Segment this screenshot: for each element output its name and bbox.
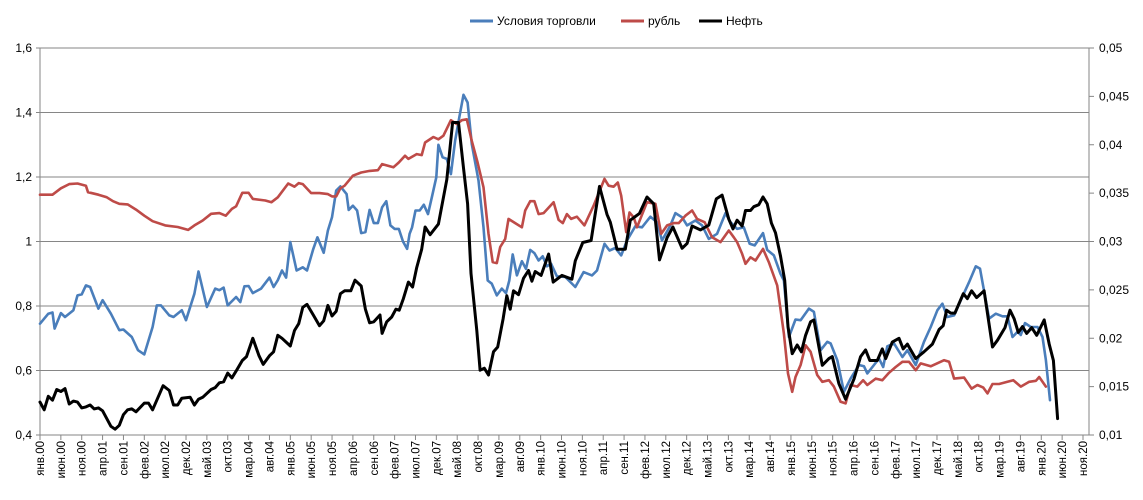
gridlines <box>40 47 1089 371</box>
x-axis-label: июн.10 <box>557 441 569 478</box>
x-axis-label: сен.06 <box>369 441 381 475</box>
right-axis-label: 0,035 <box>1099 186 1129 200</box>
x-axis-label: авг.09 <box>515 441 527 472</box>
x-axis-label: янв.05 <box>285 441 297 476</box>
x-axis-label: май.18 <box>953 441 965 478</box>
x-axis-label: окт.13 <box>723 441 735 473</box>
x-axis-label: июл.07 <box>410 441 422 479</box>
x-axis-label: ноя.15 <box>828 441 840 476</box>
left-axis-label: 0,8 <box>15 299 32 313</box>
x-axis-label: мар.19 <box>995 441 1007 478</box>
x-axis-label: июн.05 <box>306 441 318 478</box>
right-axis-label: 0,045 <box>1099 89 1129 103</box>
x-axis-label: мар.09 <box>494 441 506 478</box>
x-axis-label: сен.16 <box>869 441 881 475</box>
right-axis-label: 0,01 <box>1099 428 1123 442</box>
x-axis-label: апр.11 <box>598 441 610 475</box>
right-axis-label: 0,05 <box>1099 41 1123 55</box>
right-axis-label: 0,02 <box>1099 331 1123 345</box>
legend-label: Условия торговли <box>497 14 596 28</box>
right-axis-label: 0,03 <box>1099 235 1123 249</box>
x-axis-label: ноя.10 <box>577 441 589 476</box>
x-axis-label: дек.12 <box>682 441 694 475</box>
left-axis-label: 1,6 <box>15 41 32 55</box>
series-line-2 <box>38 121 1060 431</box>
x-axis-label: янв.20 <box>1036 441 1048 476</box>
x-axis-label: май.03 <box>202 441 214 478</box>
x-axis-label: мар.14 <box>744 440 756 477</box>
left-axis-label: 1,4 <box>15 106 32 120</box>
x-axis-label: окт.08 <box>473 441 485 473</box>
x-axis-label: дек.07 <box>431 441 443 475</box>
right-axis-label: 0,025 <box>1099 283 1129 297</box>
x-axis-label: июл.02 <box>160 441 172 479</box>
x-axis-label: май.13 <box>703 441 715 478</box>
x-axis-label: янв.10 <box>536 441 548 476</box>
x-axis-label: ноя.05 <box>327 441 339 476</box>
x-axis-label: авг.19 <box>1015 441 1027 472</box>
x-axis-label: сен.01 <box>118 441 130 475</box>
x-axis-label: янв.15 <box>786 441 798 476</box>
left-axis-label: 1,2 <box>15 170 32 184</box>
x-axis-label: ноя.00 <box>77 441 89 476</box>
x-axis-label: июл.17 <box>911 441 923 479</box>
x-axis-label: июн.15 <box>807 441 819 478</box>
right-axis-label: 0,015 <box>1099 380 1129 394</box>
x-axis-label: окт.03 <box>223 441 235 473</box>
series-lines <box>38 93 1060 431</box>
x-axis-label: авг.04 <box>264 440 276 472</box>
x-axis-label: фев.12 <box>640 441 652 479</box>
series-line-1 <box>38 118 1048 405</box>
x-axis-label: авг.14 <box>765 440 777 472</box>
x-axis-label: дек.02 <box>181 441 193 475</box>
x-axis-label: фев.07 <box>390 441 402 479</box>
x-axis-label: июл.12 <box>661 441 673 479</box>
legend-label: рубль <box>648 14 680 28</box>
x-axis-label: июн.20 <box>1057 441 1069 478</box>
x-axis-label: апр.06 <box>348 441 360 476</box>
x-axis-label: фев.17 <box>890 441 902 479</box>
left-axis-label: 1 <box>25 235 32 249</box>
x-axis-label: дек.17 <box>932 441 944 475</box>
legend-label: Нефть <box>726 14 763 28</box>
x-axis-label: июн.00 <box>56 441 68 478</box>
x-axis-label: окт.18 <box>974 441 986 473</box>
x-axis-label: апр.16 <box>849 441 861 476</box>
left-axis-label: 0,6 <box>15 364 32 378</box>
left-axis-label: 0,4 <box>15 428 32 442</box>
x-axis-label: мар.04 <box>244 440 256 477</box>
series-line-0 <box>38 93 1052 402</box>
legend: Условия торговли рубль Нефть <box>470 14 763 28</box>
x-axis-label: май.08 <box>452 441 464 478</box>
x-axis-label: апр.01 <box>98 441 110 476</box>
axes: 0,4 0,6 0,8 1 1,2 1,4 1,6 0,01 0,015 0,02 0,025 0,0… <box>15 41 1129 479</box>
right-axis-label: 0,04 <box>1099 138 1123 152</box>
x-axis-label: янв.00 <box>35 441 47 476</box>
x-axis-label: ноя.20 <box>1078 441 1090 476</box>
x-axis-label: фев.02 <box>139 441 151 479</box>
x-axis-label: сен.11 <box>619 441 631 475</box>
